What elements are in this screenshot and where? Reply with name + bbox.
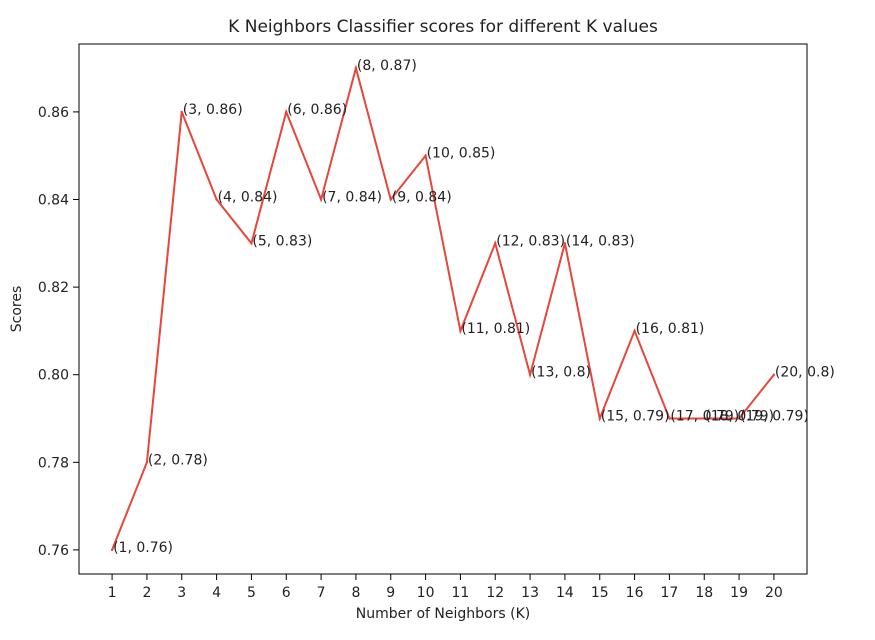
- x-axis: 1 2 3 4 5 6 7 8 9 10 11 12 13 14 15 16 17 18 19 20: [108, 574, 783, 601]
- point-label: (12, 0.83): [496, 233, 565, 249]
- x-tick-label: 3: [177, 585, 186, 601]
- point-label: (10, 0.85): [427, 146, 496, 162]
- y-axis-label: Scores: [9, 286, 25, 333]
- y-tick-label: 0.84: [38, 192, 69, 208]
- point-label: (16, 0.81): [636, 321, 705, 337]
- y-tick-label: 0.78: [38, 455, 69, 471]
- x-tick-label: 13: [521, 585, 539, 601]
- x-tick-label: 14: [556, 585, 574, 601]
- x-tick-label: 7: [317, 585, 326, 601]
- y-tick-label: 0.82: [38, 280, 69, 296]
- x-tick-label: 1: [108, 585, 117, 601]
- point-label: (20, 0.8): [775, 365, 835, 381]
- point-label: (3, 0.86): [183, 102, 243, 118]
- chart-title: K Neighbors Classifier scores for differ…: [228, 17, 658, 37]
- data-point: [424, 154, 427, 157]
- point-label: (7, 0.84): [322, 189, 382, 205]
- y-tick-label: 0.80: [38, 368, 69, 384]
- y-tick-label: 0.76: [38, 543, 69, 559]
- data-point: [703, 417, 706, 420]
- data-point: [250, 242, 253, 245]
- data-point: [668, 417, 671, 420]
- point-label: (6, 0.86): [287, 102, 347, 118]
- data-point: [215, 198, 218, 201]
- data-point: [319, 198, 323, 201]
- data-point: [285, 110, 288, 114]
- point-label: (13, 0.8): [531, 365, 591, 381]
- x-tick-label: 15: [591, 585, 609, 601]
- y-axis: 0.76 0.78 0.80 0.82 0.84 0.86: [38, 105, 79, 559]
- point-label: (11, 0.81): [461, 321, 530, 337]
- point-label: (4, 0.84): [218, 189, 278, 205]
- point-label: (9, 0.84): [392, 189, 452, 205]
- y-tick-label: 0.86: [38, 105, 69, 121]
- point-label-group: (1, 0.76) (2, 0.78) (3, 0.86) (4, 0.84) (5, …: [113, 58, 835, 556]
- x-tick-label: 12: [486, 585, 504, 601]
- point-label: (19, 0.79): [740, 409, 809, 425]
- x-tick-label: 8: [351, 585, 360, 601]
- data-point: [145, 461, 149, 464]
- x-tick-label: 9: [386, 585, 395, 601]
- x-tick-label: 2: [142, 585, 151, 601]
- data-point: [459, 329, 462, 333]
- x-tick-label: 19: [730, 585, 748, 601]
- data-point: [633, 329, 636, 333]
- x-tick-label: 5: [247, 585, 256, 601]
- point-label: (15, 0.79): [601, 409, 670, 425]
- data-point: [772, 373, 776, 376]
- point-label: (14, 0.83): [566, 233, 635, 249]
- point-label: (18, 0.79): [705, 409, 774, 425]
- x-tick-label: 11: [452, 585, 470, 601]
- x-tick-label: 17: [660, 585, 678, 601]
- data-point: [389, 198, 392, 201]
- x-tick-label: 16: [626, 585, 644, 601]
- x-tick-label: 10: [417, 585, 435, 601]
- data-point: [598, 417, 601, 420]
- data-point: [110, 548, 114, 552]
- data-point: [494, 242, 497, 245]
- x-tick-label: 6: [282, 585, 291, 601]
- data-point: [354, 66, 358, 70]
- data-point: [563, 242, 567, 245]
- plot-area-frame: [78, 43, 808, 575]
- point-label: (8, 0.87): [357, 58, 417, 74]
- point-label: (17, 0.79): [670, 409, 739, 425]
- x-tick-label: 4: [212, 585, 221, 601]
- point-label: (5, 0.83): [252, 233, 312, 249]
- series-score: [110, 64, 776, 552]
- x-axis-label: Number of Neighbors (K): [356, 606, 530, 622]
- point-label: (2, 0.78): [148, 452, 208, 468]
- data-point: [528, 373, 532, 376]
- data-point: [180, 110, 183, 114]
- data-point: [737, 417, 741, 420]
- score-line: [111, 64, 775, 551]
- x-tick-label: 18: [695, 585, 713, 601]
- point-label: (1, 0.76): [113, 540, 173, 556]
- x-tick-label: 20: [765, 585, 783, 601]
